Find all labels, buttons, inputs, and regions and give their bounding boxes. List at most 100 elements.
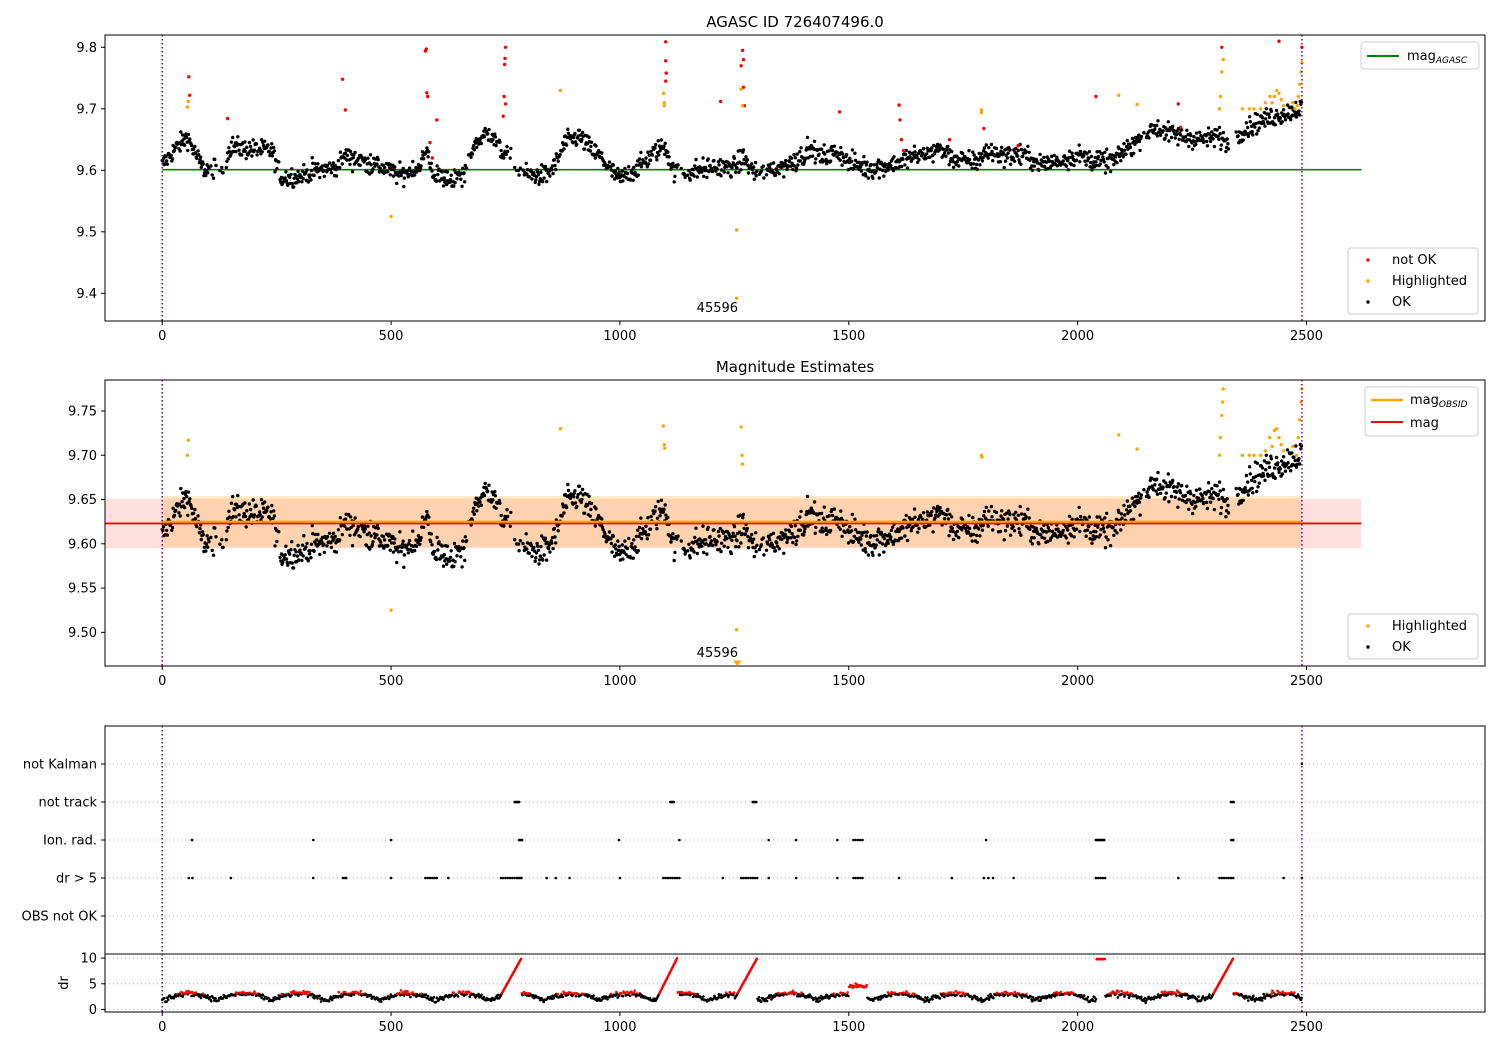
ok-point: [177, 511, 181, 515]
ok-point: [448, 178, 453, 182]
ok-point: [746, 171, 751, 175]
ok-point: [886, 168, 890, 172]
ok-point: [1217, 137, 1221, 142]
ok-point: [261, 506, 266, 510]
flag-mark: [675, 876, 679, 880]
ok-point: [880, 542, 885, 546]
ok-point: [487, 127, 491, 132]
ok-point: [613, 169, 617, 173]
y-tick-label: 9.75: [68, 404, 97, 419]
ok-point: [463, 163, 467, 168]
ok-point: [180, 499, 184, 504]
ok-point: [662, 144, 666, 148]
ok-point: [1030, 536, 1034, 540]
ok-point: [248, 144, 253, 149]
legend-ok-marker: [1366, 300, 1370, 304]
ok-point: [1250, 130, 1254, 134]
ok-point: [636, 528, 640, 532]
ok-point: [1198, 130, 1202, 134]
ok-point: [715, 540, 719, 544]
ok-point: [712, 158, 716, 163]
ok-point: [908, 155, 912, 159]
dr-point: [423, 995, 426, 998]
ok-point: [1178, 133, 1183, 137]
ok-point: [475, 509, 479, 513]
ok-point: [706, 157, 710, 161]
ok-point: [978, 163, 982, 167]
ok-point: [161, 525, 166, 529]
ok-point: [245, 509, 249, 513]
dr-point-high: [688, 990, 691, 994]
ok-point: [329, 171, 334, 175]
ok-point: [393, 165, 397, 169]
highlighted-point: [1296, 94, 1301, 99]
ok-point: [542, 176, 546, 180]
ok-point: [392, 168, 396, 172]
ok-point: [930, 509, 934, 514]
ok-point: [218, 168, 222, 173]
flag-mark: [428, 876, 432, 880]
ok-point: [1295, 462, 1299, 466]
not-ok-point: [1016, 144, 1020, 148]
ok-point: [196, 514, 200, 518]
ok-point: [741, 148, 746, 152]
ok-point: [706, 525, 710, 530]
highlighted-point: [1294, 453, 1299, 457]
ok-point: [1187, 507, 1191, 511]
not-ok-point: [426, 94, 430, 99]
ok-point: [589, 507, 593, 512]
flag-mark: [312, 838, 315, 842]
ok-point: [566, 127, 570, 131]
ok-point: [916, 530, 920, 534]
ok-point: [671, 532, 675, 536]
ok-point: [268, 153, 272, 158]
ok-point: [998, 152, 1002, 156]
ok-point: [1095, 150, 1099, 154]
ok-point: [905, 166, 910, 170]
ok-point: [1161, 129, 1165, 133]
ok-point: [478, 500, 482, 504]
highlighted-point: [1279, 442, 1284, 447]
ok-point: [573, 501, 578, 505]
ok-point: [1280, 111, 1284, 115]
dr-point: [960, 994, 964, 998]
ok-point: [1153, 483, 1157, 487]
ok-point: [537, 182, 541, 186]
ok-point: [316, 162, 320, 166]
highlighted-point: [1268, 435, 1272, 440]
ok-point: [237, 513, 241, 517]
ok-point: [717, 163, 721, 167]
dr-point: [434, 1000, 438, 1004]
ok-point: [1142, 488, 1146, 492]
ok-point: [188, 137, 192, 141]
ok-point: [982, 514, 986, 518]
ok-point: [669, 540, 673, 544]
ok-point: [1137, 491, 1141, 495]
ok-point: [864, 174, 868, 178]
ok-point: [627, 536, 631, 541]
ok-point: [1297, 109, 1301, 113]
ok-point: [593, 156, 598, 160]
ok-point: [1299, 447, 1303, 451]
ok-point: [960, 528, 964, 532]
ok-point: [169, 153, 173, 158]
not-ok-point: [187, 75, 191, 79]
ok-point: [1030, 168, 1035, 172]
ok-point: [853, 151, 857, 155]
ok-point: [830, 508, 834, 512]
ok-point: [291, 185, 296, 189]
ok-point: [1026, 507, 1030, 511]
ok-point: [980, 152, 984, 156]
not-ok-point: [1178, 125, 1183, 129]
ok-point: [1185, 128, 1189, 132]
ok-point: [982, 509, 987, 514]
ok-point: [732, 524, 737, 529]
ok-point: [525, 547, 529, 551]
ok-point: [761, 164, 765, 168]
ok-point: [231, 149, 235, 154]
not-ok-point: [897, 103, 901, 107]
ok-point: [1128, 145, 1133, 150]
highlighted-point: [1295, 104, 1300, 108]
ok-point: [840, 163, 844, 167]
flag-mark: [508, 876, 512, 880]
